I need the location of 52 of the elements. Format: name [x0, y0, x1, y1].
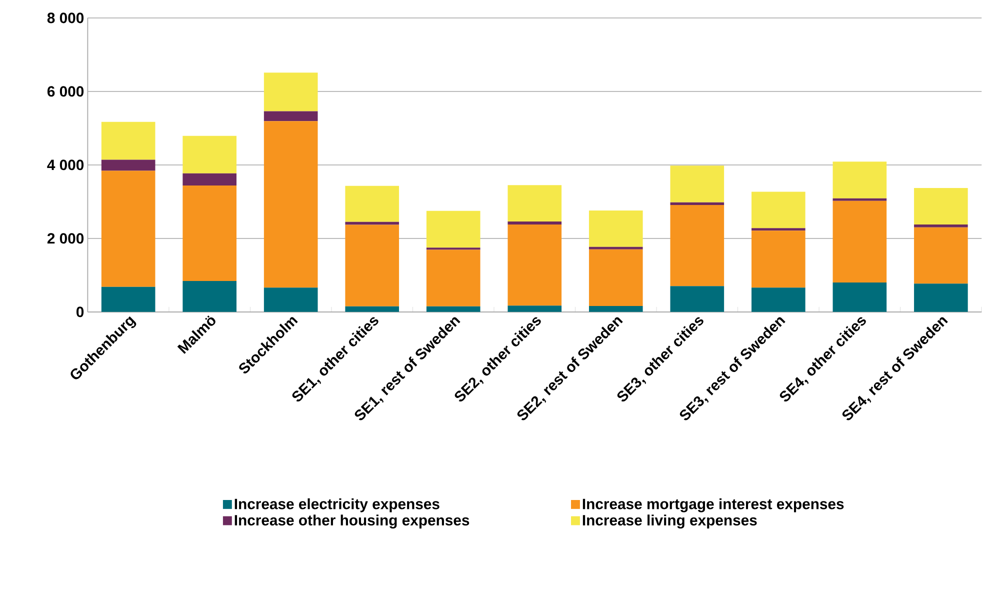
bar	[670, 202, 724, 206]
bar	[832, 198, 887, 201]
bar	[345, 306, 400, 312]
y-tick-label: 8 000	[47, 12, 84, 24]
y-tick-label: 4 000	[47, 160, 84, 170]
bar	[588, 246, 643, 250]
y-tick-label: 6 000	[47, 86, 84, 97]
bar	[508, 222, 562, 224]
bar	[832, 162, 887, 198]
bar	[426, 306, 480, 312]
bar	[345, 186, 400, 222]
bar	[345, 224, 400, 306]
bar	[752, 228, 806, 231]
bar	[182, 136, 236, 174]
legend-label: Increase living expenses	[582, 514, 757, 529]
bar	[508, 185, 562, 222]
bar	[832, 282, 887, 312]
bar	[588, 210, 643, 247]
bar	[670, 205, 724, 286]
bar	[101, 160, 156, 171]
y-tick-label: 0	[76, 306, 84, 318]
bar	[426, 250, 480, 306]
bar	[588, 306, 643, 312]
bar	[426, 210, 480, 248]
bar	[832, 200, 887, 283]
bar	[670, 286, 724, 312]
bar	[914, 227, 968, 284]
bar	[264, 121, 318, 288]
bar	[182, 186, 236, 282]
bar	[914, 284, 968, 312]
bar	[264, 288, 318, 312]
bar	[508, 306, 562, 312]
bar	[752, 192, 806, 228]
bar	[345, 222, 400, 225]
legend-label: Increase electricity expenses	[234, 498, 440, 512]
bar	[508, 224, 562, 306]
bar	[914, 188, 968, 224]
bar	[588, 249, 643, 306]
bar	[752, 230, 806, 288]
bar	[914, 224, 968, 228]
bar	[182, 281, 236, 312]
bar	[182, 173, 236, 186]
bar	[752, 288, 806, 312]
bar	[101, 286, 156, 312]
legend-label: Increase mortgage interest expenses	[582, 498, 844, 512]
bar	[264, 111, 318, 122]
bar	[264, 72, 318, 112]
y-tick-label: 2 000	[47, 233, 84, 244]
legend-label: Increase other housing expenses	[234, 514, 470, 529]
bar	[101, 170, 156, 287]
bar	[670, 166, 724, 202]
bar	[101, 122, 156, 160]
